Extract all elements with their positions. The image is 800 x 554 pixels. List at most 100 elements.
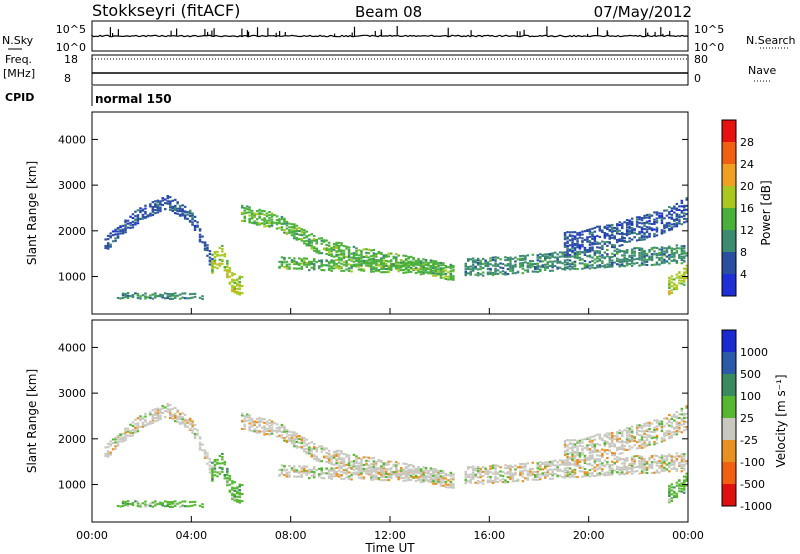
range-cell [573,473,577,476]
range-cell [668,466,671,469]
range-cell [327,472,331,475]
range-cell [670,249,674,252]
range-cell [668,424,671,427]
range-cell [606,435,609,438]
range-cell [375,475,378,478]
range-cell [141,209,145,212]
range-cell [573,260,577,263]
range-cell [429,266,433,269]
range-cell [129,226,132,229]
range-cell [255,431,259,434]
range-cell [169,295,172,298]
range-cell [337,248,341,251]
range-cell [524,258,527,261]
range-cell [332,248,336,251]
range-cell [653,220,656,223]
range-cell [191,212,194,215]
range-cell [606,241,609,244]
range-cell [211,253,214,256]
range-cell [683,252,686,255]
range-cell [327,470,331,473]
range-cell [352,254,356,257]
range-cell [618,258,621,261]
range-cell [407,470,410,473]
range-cell [278,430,281,433]
range-cell [640,250,644,253]
range-cell [169,503,172,506]
range-cell [613,443,616,446]
range-cell [558,468,562,471]
range-cell [563,244,567,247]
range-cell [546,265,549,268]
range-cell [439,482,443,485]
range-cell [484,260,487,263]
range-cell [360,459,363,462]
range-cell [663,254,666,257]
range-cell [298,227,301,230]
range-cell [650,255,654,258]
range-cell [616,456,619,459]
range-cell [308,238,311,241]
range-cell [640,439,644,442]
range-cell [573,439,577,442]
range-cell [263,426,266,429]
range-cell [263,223,266,226]
range-cell [633,254,636,257]
range-cell [658,251,661,254]
range-cell [404,259,408,262]
range-cell [663,433,666,436]
range-cell [593,458,597,461]
range-cell [541,260,544,263]
range-cell [417,263,420,266]
range-cell [104,446,107,449]
range-cell [494,464,497,467]
range-cell [616,467,619,470]
range-cell [283,231,286,234]
range-cell [397,469,400,472]
range-cell [680,255,684,258]
range-cell [111,448,115,451]
range-cell [546,473,549,476]
range-cell [442,267,445,270]
range-cell [603,264,607,267]
range-cell [419,270,423,273]
range-cell [640,463,644,466]
range-cell [318,458,321,461]
range-cell [635,447,639,450]
range-cell [581,451,584,454]
range-cell [231,286,234,289]
range-cell [141,294,145,297]
range-cell [638,472,641,475]
range-cell [479,481,482,484]
range-cell [305,230,309,233]
range-cell [568,471,572,474]
range-cell [337,250,341,253]
range-cell [154,204,157,207]
range-cell [206,462,209,465]
range-cell [213,470,217,473]
range-cell [283,439,286,442]
range-cell [613,227,616,230]
range-cell [231,498,234,501]
range-cell [509,264,512,267]
range-cell [337,267,341,270]
range-cell [104,455,107,458]
range-cell [536,270,539,273]
range-cell [638,460,641,463]
range-cell [116,236,120,239]
range-cell [275,427,279,430]
range-cell [653,458,656,461]
range-cell [191,221,194,224]
range-cell [593,443,597,446]
range-cell [300,234,304,237]
range-cell [665,247,669,250]
range-cell [648,427,651,430]
range-cell [683,460,686,463]
range-cell [193,292,197,295]
range-cell [121,500,125,503]
range-cell [166,197,169,200]
range-cell [372,268,376,271]
range-cell [546,469,549,472]
range-cell [578,245,582,248]
range-cell [680,274,684,277]
